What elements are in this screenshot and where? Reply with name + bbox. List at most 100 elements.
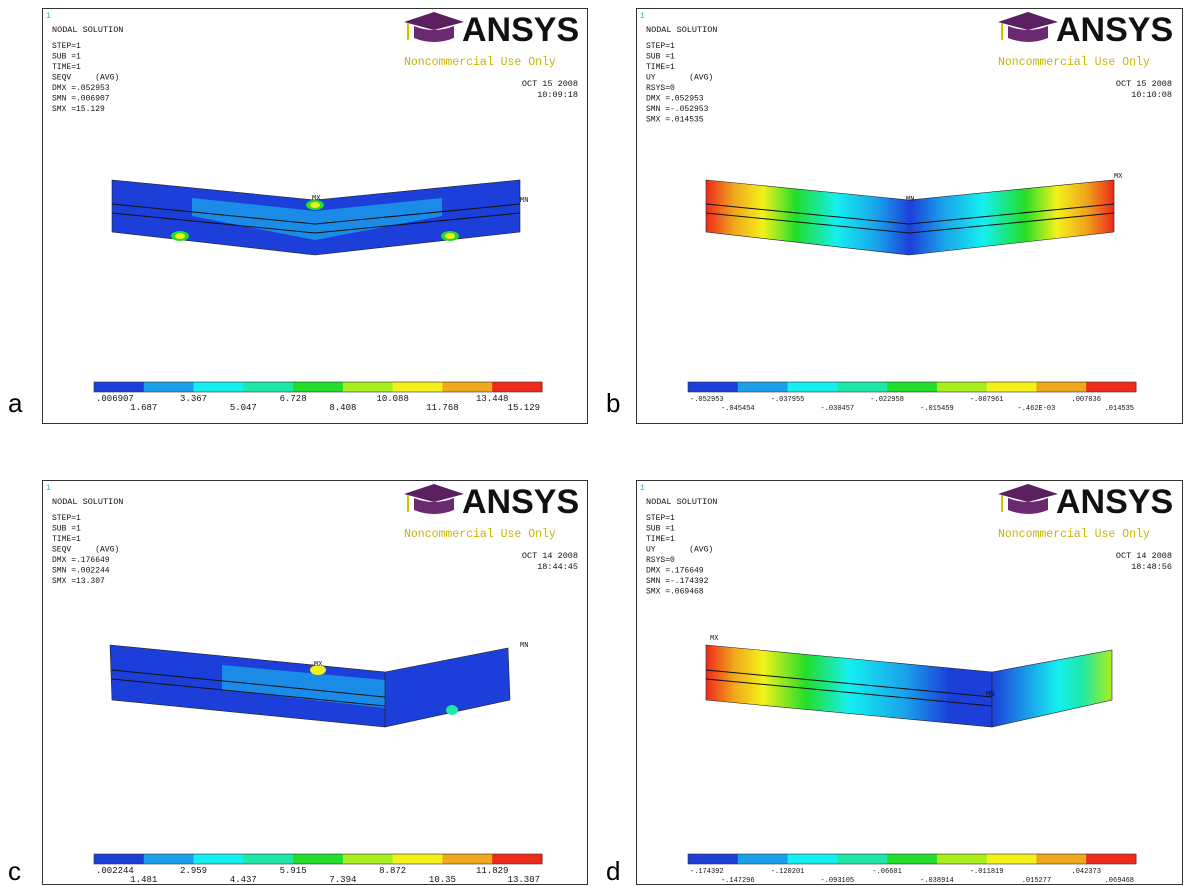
legend-swatch	[243, 382, 293, 392]
legend-value: -.06601	[872, 868, 901, 876]
info-line: SMX =.014535	[646, 116, 704, 125]
legend-value: .002244	[96, 866, 134, 876]
info-line: SEQV (AVG)	[52, 546, 119, 555]
info-line: SMN =.006907	[52, 95, 110, 104]
legend-swatch	[937, 382, 987, 392]
legend-swatch	[293, 382, 343, 392]
date: OCT 15 2008	[1116, 79, 1172, 89]
info-line: STEP=1	[52, 42, 81, 51]
legend-value: 4.437	[230, 875, 257, 885]
legend-swatch	[492, 382, 542, 392]
info-line: DMX =.052953	[646, 95, 704, 104]
legend-value: 8.408	[329, 403, 356, 413]
notice: Noncommercial Use Only	[404, 56, 556, 69]
info-line: DMX =.052953	[52, 84, 110, 93]
extreme-marker: MX	[710, 635, 719, 643]
info-line: STEP=1	[646, 514, 675, 523]
plot-title: NODAL SOLUTION	[646, 25, 717, 35]
legend-swatch	[492, 854, 542, 864]
legend-swatch	[788, 854, 838, 864]
plot-title: NODAL SOLUTION	[646, 497, 717, 507]
legend-value: 1.687	[130, 403, 157, 413]
legend-swatch	[887, 854, 937, 864]
info-line: SMN =-.174392	[646, 577, 709, 586]
panel-label: d	[606, 856, 620, 886]
info-line: SEQV (AVG)	[52, 74, 119, 83]
info-line: STEP=1	[646, 42, 675, 51]
panel-label: a	[8, 388, 23, 418]
legend-swatch	[738, 854, 788, 864]
info-line: SMN =.002244	[52, 567, 110, 576]
extreme-marker: MN	[520, 642, 528, 650]
legend-swatch	[887, 382, 937, 392]
legend-swatch	[94, 854, 144, 864]
extreme-marker: MX	[312, 195, 321, 203]
info-line: TIME=1	[646, 63, 675, 72]
plot-title: NODAL SOLUTION	[52, 25, 123, 35]
info-line: SUB =1	[646, 53, 675, 62]
legend-value: -.045454	[721, 405, 755, 413]
time: 10:09:18	[537, 90, 578, 100]
extreme-marker: MN	[986, 691, 994, 699]
legend-value: 3.367	[180, 394, 207, 404]
legend-value: -.030457	[821, 405, 855, 413]
legend-value: 8.872	[379, 866, 406, 876]
legend-value: 11.768	[426, 403, 458, 413]
legend-swatch	[837, 382, 887, 392]
panel: 1NODAL SOLUTIONSTEP=1SUB =1TIME=1SEQV (A…	[43, 481, 588, 886]
info-line: SMX =.069468	[646, 588, 704, 597]
legend-swatch	[293, 854, 343, 864]
time: 18:44:45	[537, 562, 578, 572]
time: 10:10:08	[1131, 90, 1172, 100]
legend-value: .015277	[1022, 877, 1051, 885]
info-line: TIME=1	[52, 63, 81, 72]
legend-swatch	[442, 854, 492, 864]
legend-value: -.011819	[970, 868, 1004, 876]
legend-value: 2.959	[180, 866, 207, 876]
legend-swatch	[1086, 382, 1136, 392]
extreme-marker: MN	[906, 196, 914, 204]
legend-value: 13.307	[508, 875, 540, 885]
legend-swatch	[144, 854, 194, 864]
panel: 1NODAL SOLUTION STEP=1 SUB =1TIME=1 UY (AVG…	[637, 9, 1183, 424]
info-line: SUB =1	[52, 53, 81, 62]
info-line: DMX =.176649	[52, 556, 110, 565]
info-line: SUB =1	[646, 525, 675, 534]
legend-swatch	[343, 382, 393, 392]
legend-value: -.052953	[690, 396, 724, 404]
legend-swatch	[393, 854, 443, 864]
legend-swatch	[194, 854, 244, 864]
hot-spot	[446, 705, 458, 715]
time: 18:48:56	[1131, 562, 1172, 572]
date: OCT 14 2008	[522, 551, 578, 561]
legend-value: .006907	[96, 394, 134, 404]
legend-value: 10.35	[429, 875, 456, 885]
legend-value: -.462E-03	[1018, 405, 1056, 413]
legend-value: -.174392	[690, 868, 724, 876]
legend-value: .007036	[1072, 396, 1101, 404]
logo-text: ANSYS	[462, 11, 579, 49]
info-line: STEP=1	[52, 514, 81, 523]
legend-value: -.015459	[920, 405, 954, 413]
panel-label: b	[606, 388, 620, 418]
info-line: UY (AVG)	[646, 74, 713, 83]
legend-value: 1.481	[130, 875, 157, 885]
page: a1NODAL SOLUTIONSTEP=1SUB =1TIME=1SEQV (…	[0, 0, 1184, 886]
logo-text: ANSYS	[1056, 483, 1173, 521]
legend-value: -.037955	[771, 396, 805, 404]
info-line: RSYS=0	[646, 556, 675, 565]
legend-value: 7.394	[329, 875, 356, 885]
logo-text: ANSYS	[1056, 11, 1173, 49]
window-number: 1	[46, 12, 51, 21]
extreme-marker: MX	[314, 661, 323, 669]
info-line: RSYS=0	[646, 84, 675, 93]
legend-value: -.007961	[970, 396, 1004, 404]
legend-value: 15.129	[508, 403, 540, 413]
date: OCT 14 2008	[1116, 551, 1172, 561]
panel-label: c	[8, 856, 21, 886]
window-number: 1	[640, 12, 645, 21]
legend-swatch	[144, 382, 194, 392]
plot-title: NODAL SOLUTION	[52, 497, 123, 507]
